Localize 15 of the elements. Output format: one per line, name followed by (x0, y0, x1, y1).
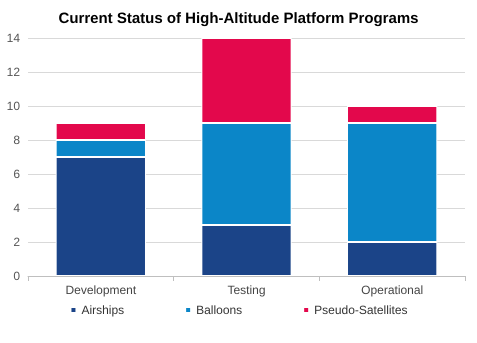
x-tick-label: Testing (227, 283, 266, 297)
legend-label: Balloons (196, 303, 242, 317)
y-tick-label: 14 (6, 31, 20, 45)
chart-title: Current Status of High-Altitude Platform Programs (58, 10, 419, 27)
legend-label: Pseudo-Satellites (314, 303, 408, 317)
legend-label: Airships (81, 303, 124, 317)
y-tick-label: 8 (13, 133, 20, 147)
y-tick-label: 2 (13, 235, 20, 249)
x-tick-label: Operational (361, 283, 424, 297)
y-tick-label: 10 (6, 99, 20, 113)
y-tick-label: 4 (13, 201, 20, 215)
y-tick-label: 6 (13, 167, 20, 181)
y-tick-label: 0 (13, 269, 20, 283)
y-tick-label: 12 (6, 65, 20, 79)
x-tick-label: Development (65, 283, 137, 297)
